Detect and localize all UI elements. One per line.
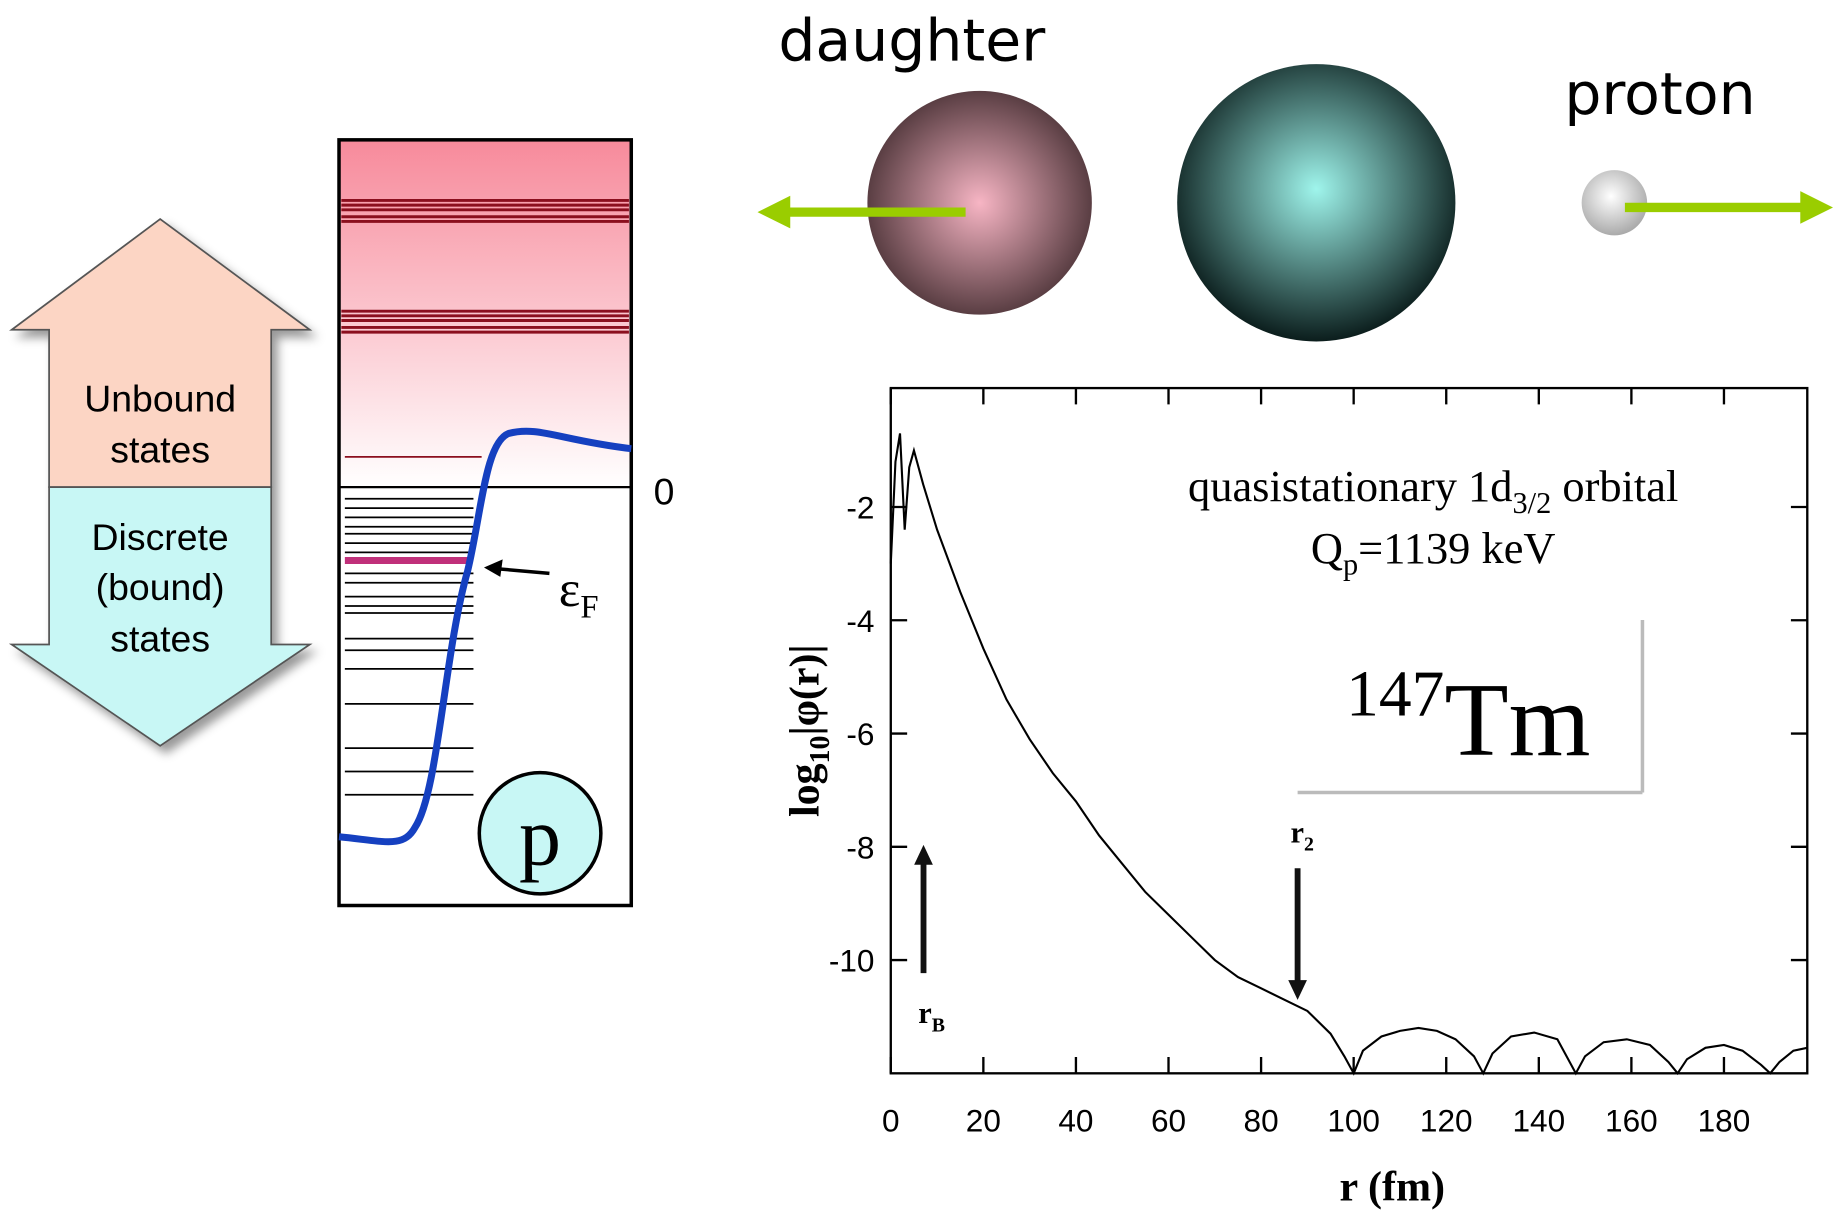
occupation-curve — [339, 431, 631, 842]
x-tick-label: 160 — [1605, 1103, 1658, 1139]
q-sub: p — [1343, 548, 1358, 582]
x-tick-label: 20 — [966, 1103, 1001, 1139]
x-tick-label: 120 — [1420, 1103, 1473, 1139]
fermi-arrowhead — [484, 559, 503, 576]
x-tick-label: 40 — [1058, 1103, 1093, 1139]
q-text: Q — [1311, 523, 1343, 573]
rb-text: r — [918, 996, 931, 1030]
bound-label: (bound) — [96, 566, 225, 608]
data-line — [891, 433, 1808, 1073]
rb-label: rB — [918, 996, 945, 1036]
daughter-label: daughter — [778, 7, 1045, 75]
x-tick-label: 180 — [1698, 1103, 1751, 1139]
x-tick-label: 60 — [1151, 1103, 1186, 1139]
x-tick-label: 0 — [882, 1103, 900, 1139]
fermi-sub: F — [580, 590, 598, 626]
unbound-label: states — [110, 429, 210, 471]
nucleus-label: 147Tm — [1346, 659, 1590, 778]
orbital-text: quasistationary 1d — [1188, 461, 1512, 511]
x-axis-label: r (fm) — [1340, 1164, 1445, 1210]
parent-sphere — [1177, 64, 1455, 341]
r2-label: r2 — [1291, 816, 1315, 856]
proton-label: proton — [1564, 60, 1755, 128]
fermi-arrow — [497, 569, 550, 574]
r2-text: r — [1291, 816, 1304, 850]
y-tick-label: -4 — [846, 603, 874, 639]
daughter-arrowhead — [758, 196, 791, 229]
arrow-shapes — [12, 219, 310, 746]
proton-arrowhead — [1800, 191, 1833, 224]
y-tick-label: -8 — [846, 829, 874, 865]
y-label-tail: |φ(r)| — [782, 644, 828, 735]
y-label-sub: 10 — [805, 736, 836, 764]
orbital-annotation: quasistationary 1d3/2 orbital — [1188, 461, 1678, 520]
orbital-tail: orbital — [1551, 461, 1678, 511]
daughter-sphere — [867, 91, 1091, 315]
figure: Unbound states Discrete (bound) states 0… — [0, 0, 1833, 1212]
rb-sub: B — [932, 1014, 945, 1036]
y-axis-label: log10|φ(r)| — [782, 644, 836, 817]
r2-sub: 2 — [1304, 834, 1314, 856]
unbound-label: Unbound — [84, 377, 236, 419]
x-tick-label: 140 — [1512, 1103, 1565, 1139]
page: Unbound states Discrete (bound) states 0… — [0, 0, 1833, 1212]
q-tail: =1139 keV — [1358, 523, 1555, 573]
x-tick-label: 100 — [1327, 1103, 1380, 1139]
bound-label: Discrete — [92, 516, 229, 558]
y-tick-label: -2 — [846, 490, 874, 526]
fermi-symbol: ε — [559, 561, 581, 618]
bound-label: states — [110, 618, 210, 660]
x-tick-label: 80 — [1244, 1103, 1279, 1139]
nucleus-symbol: Tm — [1444, 661, 1590, 778]
rb-arrowhead — [914, 845, 933, 865]
y-tick-label: -6 — [846, 716, 874, 752]
y-label-main: log — [782, 763, 828, 817]
q-annotation: Qp=1139 keV — [1311, 523, 1556, 582]
r2-arrowhead — [1288, 980, 1307, 1000]
nucleus-mass: 147 — [1346, 659, 1444, 731]
zero-label: 0 — [654, 471, 675, 513]
fermi-label: εF — [559, 561, 599, 626]
y-tick-label: -10 — [829, 943, 875, 979]
orbital-sub: 3/2 — [1512, 486, 1551, 520]
particle-label: p — [519, 791, 561, 884]
continuum — [339, 140, 631, 487]
